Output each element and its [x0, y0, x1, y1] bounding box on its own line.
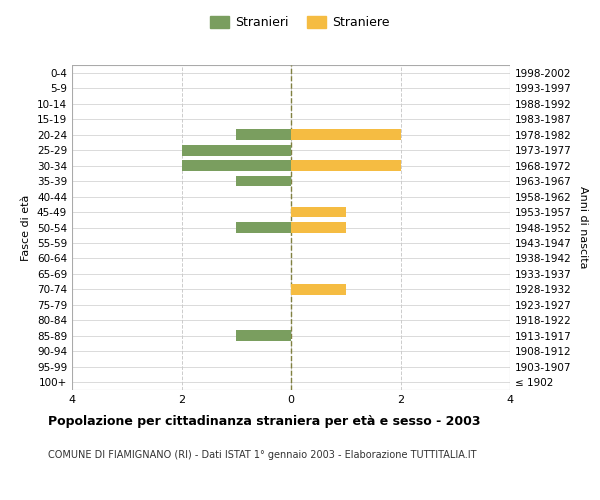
Bar [182, 144, 291, 156]
Bar [182, 160, 291, 171]
Bar [291, 222, 346, 233]
Legend: Stranieri, Straniere: Stranieri, Straniere [205, 11, 395, 34]
Text: Popolazione per cittadinanza straniera per età e sesso - 2003: Popolazione per cittadinanza straniera p… [48, 415, 481, 428]
Bar [291, 284, 346, 295]
Bar [291, 160, 401, 171]
Bar [236, 222, 291, 233]
Text: COMUNE DI FIAMIGNANO (RI) - Dati ISTAT 1° gennaio 2003 - Elaborazione TUTTITALIA: COMUNE DI FIAMIGNANO (RI) - Dati ISTAT 1… [48, 450, 476, 460]
Bar [291, 206, 346, 218]
Y-axis label: Anni di nascita: Anni di nascita [578, 186, 588, 269]
Bar [236, 176, 291, 186]
Bar [236, 129, 291, 140]
Bar [236, 330, 291, 341]
Bar [291, 129, 401, 140]
Y-axis label: Fasce di età: Fasce di età [22, 194, 31, 260]
